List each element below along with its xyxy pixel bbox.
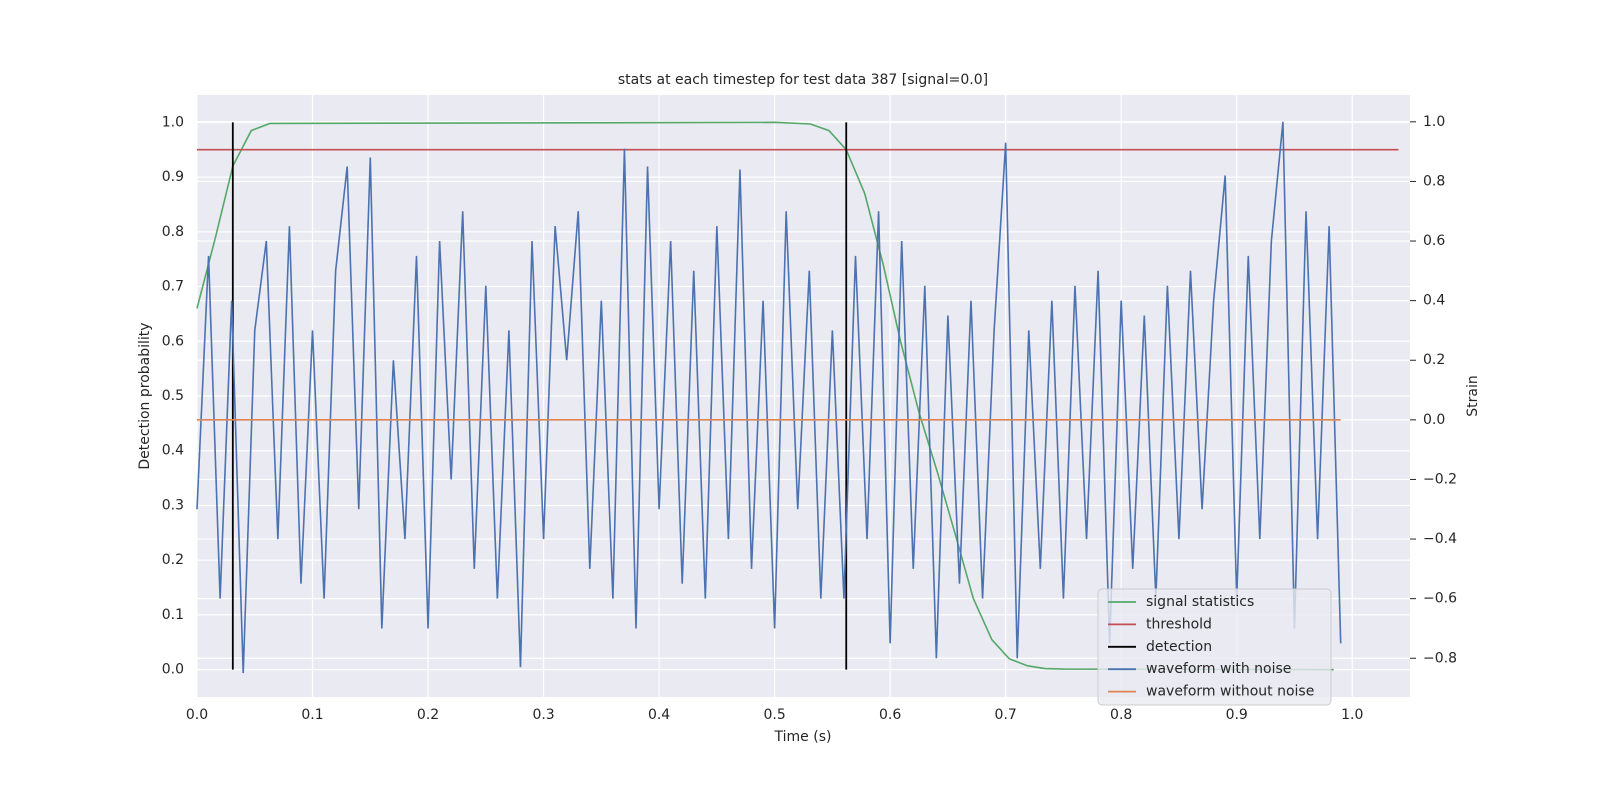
y2-tick-label: 0.0 bbox=[1423, 412, 1445, 428]
legend-box bbox=[1097, 588, 1332, 706]
y-tick-label: 0.1 bbox=[162, 607, 184, 623]
y2-tick-label: −0.2 bbox=[1423, 471, 1457, 487]
series-line bbox=[196, 121, 1334, 671]
x-tick-label: 0.3 bbox=[532, 707, 554, 723]
y-tick-label: 0.2 bbox=[162, 552, 184, 568]
y-tick-label: 0.0 bbox=[162, 662, 184, 678]
y2-tick-label: −0.4 bbox=[1423, 531, 1457, 547]
x-axis-label: Time (s) bbox=[774, 729, 832, 745]
chart-title: stats at each timestep for test data 387… bbox=[618, 72, 988, 88]
y-axis-label: Detection probability bbox=[137, 322, 153, 469]
x-tick-label: 0.5 bbox=[763, 707, 785, 723]
legend-label: threshold bbox=[1146, 616, 1212, 632]
series-line bbox=[196, 121, 1342, 674]
legend-label: detection bbox=[1146, 639, 1212, 655]
y2-tick-label: −0.6 bbox=[1423, 591, 1457, 607]
x-tick-label: 0.8 bbox=[1110, 707, 1132, 723]
x-tick-label: 0.9 bbox=[1226, 707, 1248, 723]
y-tick-label: 0.8 bbox=[162, 224, 184, 240]
x-tick-label: 0.1 bbox=[301, 707, 323, 723]
y-tick-label: 0.7 bbox=[162, 279, 184, 295]
legend-label: waveform without noise bbox=[1146, 684, 1314, 700]
x-tick-label: 1.0 bbox=[1341, 707, 1363, 723]
y-tick-label: 0.9 bbox=[162, 169, 184, 185]
y-tick-label: 1.0 bbox=[162, 114, 184, 130]
x-tick-label: 0.0 bbox=[186, 707, 208, 723]
x-tick-label: 0.2 bbox=[417, 707, 439, 723]
y-tick-label: 0.5 bbox=[162, 388, 184, 404]
y-tick-label: 0.3 bbox=[162, 497, 184, 513]
y2-axis-label: Strain bbox=[1465, 375, 1481, 416]
x-tick-label: 0.7 bbox=[995, 707, 1017, 723]
y2-tick-label: 1.0 bbox=[1423, 114, 1445, 130]
legend-label: signal statistics bbox=[1146, 594, 1254, 610]
x-tick-label: 0.4 bbox=[648, 707, 670, 723]
y-tick-label: 0.6 bbox=[162, 333, 184, 349]
y2-tick-label: 0.4 bbox=[1423, 293, 1445, 309]
y-tick-label: 0.4 bbox=[162, 443, 184, 459]
x-tick-label: 0.6 bbox=[879, 707, 901, 723]
legend-label: waveform with noise bbox=[1146, 661, 1291, 677]
y2-tick-label: 0.8 bbox=[1423, 173, 1445, 189]
y2-tick-label: 0.2 bbox=[1423, 352, 1445, 368]
y2-tick-label: 0.6 bbox=[1423, 233, 1445, 249]
y2-tick-label: −0.8 bbox=[1423, 650, 1457, 666]
